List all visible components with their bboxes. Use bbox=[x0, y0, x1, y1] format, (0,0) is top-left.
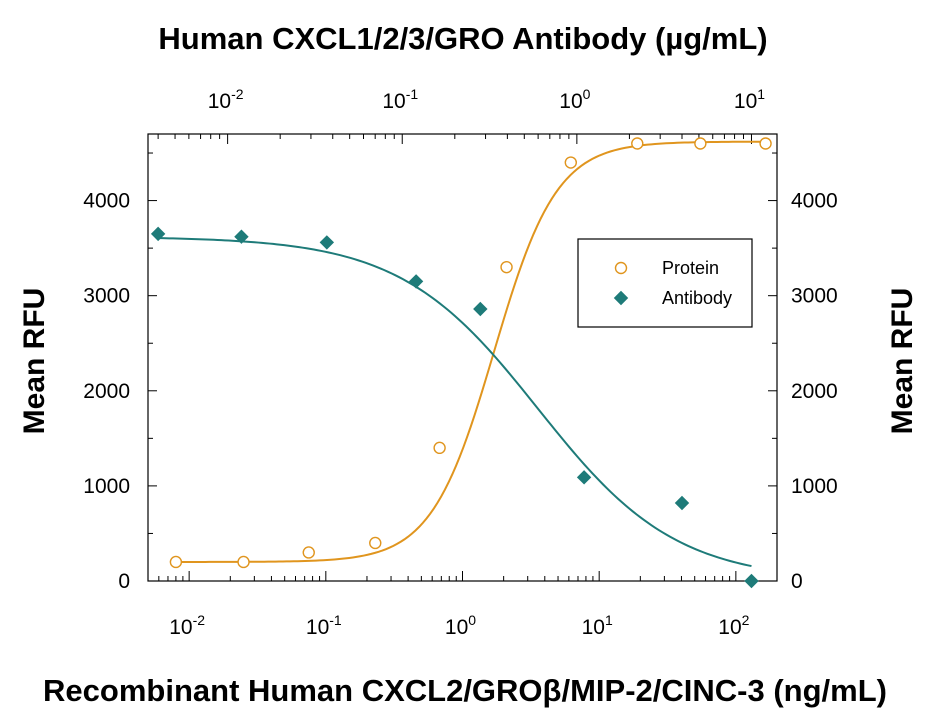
x-tick-label: 10-2 bbox=[169, 612, 205, 639]
fit-curve-protein bbox=[175, 140, 766, 563]
protein-data-point bbox=[500, 260, 513, 274]
y-axis-label-left: Mean RFU bbox=[18, 288, 51, 435]
y-tick-label-right: 0 bbox=[791, 570, 803, 593]
y-tick-label-left: 2000 bbox=[83, 380, 130, 403]
x-tick-label: 10-2 bbox=[208, 86, 244, 113]
antibody-data-point bbox=[319, 235, 335, 250]
top-axis-ticks: 10-2 10-1 100 101 bbox=[157, 86, 765, 144]
y-tick-label-right: 3000 bbox=[791, 285, 838, 308]
antibody-data-point bbox=[150, 226, 166, 242]
y-tick-label-right: 2000 bbox=[791, 380, 838, 403]
legend-marker-protein bbox=[614, 261, 628, 275]
y-tick-label-right: 1000 bbox=[791, 475, 838, 498]
x-axis-label: Recombinant Human CXCL2/GROβ/MIP-2/CINC-… bbox=[43, 673, 887, 708]
y-tick-label-left: 1000 bbox=[83, 475, 130, 498]
legend-label: Protein bbox=[662, 258, 719, 278]
x-tick-label: 101 bbox=[582, 612, 613, 639]
left-axis-ticks: 0 1000 2000 3000 4000 bbox=[83, 152, 157, 593]
x-tick-label: 100 bbox=[559, 86, 590, 113]
protein-data-point bbox=[433, 441, 446, 455]
protein-data-point bbox=[564, 156, 578, 169]
antibody-data-point bbox=[234, 229, 249, 244]
protein-data-point bbox=[759, 137, 772, 150]
antibody-data-point bbox=[744, 573, 759, 589]
x-tick-label: 101 bbox=[734, 86, 765, 113]
protein-data-point bbox=[631, 137, 644, 150]
x-tick-label: 102 bbox=[718, 612, 749, 639]
protein-data-point bbox=[302, 546, 315, 559]
antibody-data-point bbox=[408, 274, 424, 289]
protein-data-point bbox=[237, 555, 250, 569]
protein-data-point bbox=[694, 137, 707, 150]
right-axis-ticks: 0 1000 2000 3000 4000 bbox=[768, 152, 838, 593]
antibody-data-point bbox=[576, 470, 592, 485]
legend-box bbox=[577, 238, 753, 328]
legend: Protein Antibody bbox=[577, 238, 753, 328]
fit-curves bbox=[158, 140, 766, 568]
x-tick-label: 100 bbox=[445, 612, 476, 639]
antibody-data-point bbox=[674, 495, 690, 511]
legend-label: Antibody bbox=[662, 288, 732, 308]
y-axis-label-right: Mean RFU bbox=[886, 288, 919, 435]
y-tick-label-left: 0 bbox=[118, 570, 130, 593]
x-tick-label: 10-1 bbox=[382, 86, 418, 113]
antibody-data-point bbox=[473, 301, 488, 317]
y-tick-label-right: 4000 bbox=[791, 190, 838, 213]
bottom-axis-ticks: 10-2 10-1 100 101 102 bbox=[147, 571, 778, 639]
plot-frame bbox=[147, 133, 778, 582]
y-tick-label-left: 3000 bbox=[83, 285, 130, 308]
y-tick-label-left: 4000 bbox=[83, 190, 130, 213]
protein-data-point bbox=[369, 536, 382, 550]
legend-marker-antibody bbox=[613, 290, 629, 306]
chart-title: Human CXCL1/2/3/GRO Antibody (µg/mL) bbox=[158, 21, 767, 56]
x-tick-label: 10-1 bbox=[306, 612, 342, 639]
data-markers bbox=[150, 137, 772, 589]
protein-data-point bbox=[169, 555, 183, 569]
fit-curve-antibody bbox=[158, 237, 752, 568]
